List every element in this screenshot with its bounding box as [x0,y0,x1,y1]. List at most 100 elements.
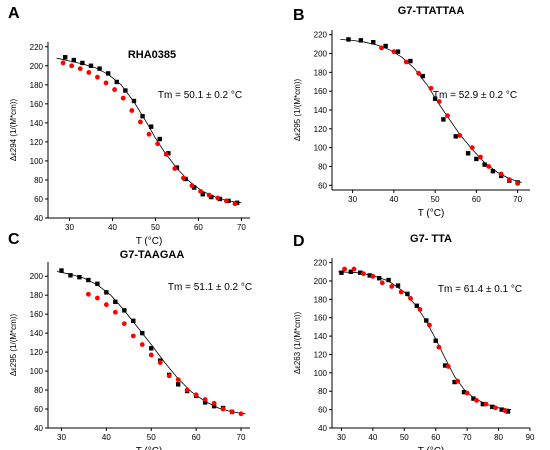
data-point-square [452,379,457,385]
data-point-square [453,134,458,139]
data-point-circle [202,397,208,402]
data-point-circle [379,45,384,51]
data-point-circle [428,85,434,91]
data-point-square [405,291,410,297]
data-point-circle [436,344,442,350]
data-point-square [471,396,476,401]
fit-curve [340,39,522,183]
data-point-circle [184,387,190,393]
data-point-circle [198,188,203,194]
data-point-square [62,55,68,60]
data-point-circle [416,70,422,76]
data-point-square [442,363,448,368]
data-point-square [376,276,382,281]
x-tick-label: 40 [389,195,398,204]
data-point-circle [112,309,118,315]
data-point-square [346,37,351,42]
x-tick-label: 30 [337,433,346,442]
data-point-square [68,273,73,278]
x-tick-label: 50 [400,433,409,442]
y-tick-label: 180 [314,295,328,304]
y-tick-label: 120 [30,138,44,147]
panel-letter: D [293,233,305,250]
panel-a: A 30 40 50 60 70 40 60 80 100 120 140 160 180 200 220 T … [8,5,250,247]
x-tick-label: 30 [65,223,74,232]
y-tick-label: 80 [318,162,327,171]
data-point-circle [172,166,178,171]
data-point-square [424,318,429,323]
data-point-circle [139,342,145,347]
x-tick-label: 70 [463,433,472,442]
data-point-circle [455,378,461,384]
y-tick-label: 140 [30,119,44,128]
data-point-square [191,185,197,190]
data-point-circle [189,183,195,189]
data-point-square [474,156,479,162]
y-tick-label: 60 [318,406,327,415]
y-axis-label: Δε295 (1/(M*cm)) [293,79,302,142]
x-tick-label: 60 [194,223,203,232]
x-axis-label: T (°C) [418,208,445,219]
y-tick-label: 40 [318,424,327,433]
x-tick-label: 50 [151,223,160,232]
data-point-circle [121,321,127,327]
data-point-circle [155,141,160,147]
data-point-square [441,117,446,122]
y-tick-label: 180 [30,81,44,90]
panel-title: G7- TTA [410,233,452,245]
data-point-square [104,290,109,295]
data-point-square [211,403,217,409]
data-point-circle [211,400,217,406]
panel-title: G7-TTATTAA [398,5,465,17]
x-tick-label: 50 [147,433,156,442]
x-tick-label: 60 [192,433,201,442]
x-tick-label: 90 [526,433,535,442]
data-point-square [386,277,391,283]
data-point-circle [351,266,357,272]
y-tick-label: 40 [34,424,43,433]
data-point-square [71,57,76,63]
x-tick-label: 30 [57,433,66,442]
data-point-square [113,299,118,305]
y-tick-label: 100 [314,144,328,153]
x-tick-label: 40 [108,223,117,232]
data-point-circle [223,198,229,204]
tm-annotation: Tm = 51.1 ± 0.2 °C [168,282,252,293]
tm-annotation: Tm = 61.4 ± 0.1 °C [438,284,522,295]
data-point-circle [515,181,521,186]
panel-c: C 30 40 50 60 70 40 60 80 100 120 140 160 180 200 T (°C… [8,231,252,450]
y-tick-label: 160 [314,314,328,323]
panel-b: B 30 40 50 60 70 60 80 100 120 140 160 180 200 220 T (°… [293,5,530,219]
y-tick-label: 120 [314,125,328,134]
x-tick-label: 70 [237,223,246,232]
x-tick-label: 50 [431,195,440,204]
data-point-square [140,114,145,119]
tm-annotation: Tm = 50.1 ± 0.2 °C [158,90,242,101]
data-point-circle [157,360,163,365]
data-point-circle [483,401,489,407]
data-point-circle [417,307,423,312]
panel-letter: C [8,231,20,248]
data-point-circle [94,295,100,301]
y-tick-label: 100 [30,157,44,166]
data-point-square [175,382,181,387]
panel-title: G7-TAAGAA [120,249,185,261]
y-tick-label: 80 [34,386,43,395]
data-point-square [490,404,495,410]
y-tick-label: 40 [34,214,43,223]
data-point-square [490,168,496,174]
data-point-circle [486,164,492,169]
y-tick-label: 60 [34,195,43,204]
data-point-circle [398,289,404,295]
data-point-square [367,273,372,278]
data-point-circle [403,59,409,65]
data-point-square [86,277,91,283]
y-axis-label: Δε295 (1/(M*cm)) [9,314,18,377]
data-point-circle [457,133,463,138]
x-tick-label: 60 [472,195,481,204]
tm-annotation: Tm = 52.9 ± 0.2 °C [433,90,517,101]
data-point-square [131,318,136,324]
y-tick-label: 200 [30,272,44,281]
y-tick-label: 100 [30,367,44,376]
data-point-square [420,73,425,79]
